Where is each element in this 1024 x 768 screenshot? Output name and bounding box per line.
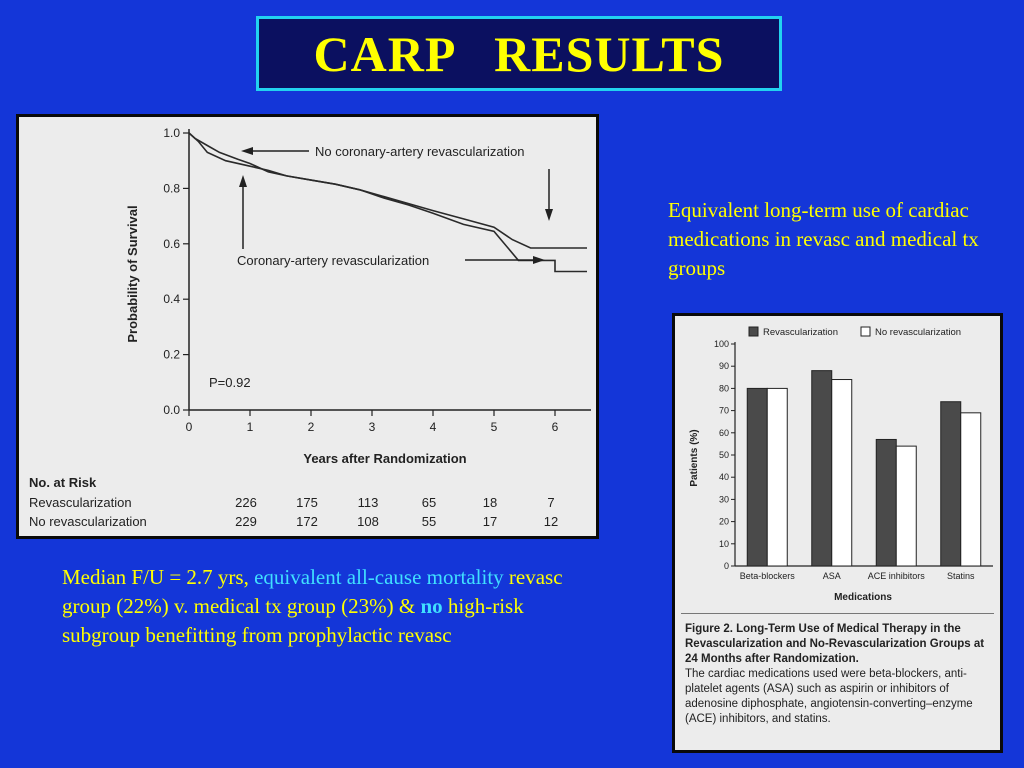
risk-value: 175 [296,495,318,510]
survival-y-tick-label: 0.2 [163,348,180,362]
risk-value: 17 [483,514,497,529]
medication-y-tick-label: 50 [719,450,729,460]
slide-title: CARP RESULTS [313,25,725,82]
summary-highlight: equivalent all-cause mortality [254,565,504,589]
medication-category-label: Statins [947,571,975,581]
survival-x-tick-label: 3 [369,420,376,434]
risk-value: 172 [296,514,318,529]
medication-y-tick-label: 100 [714,339,729,349]
no-revasc-arrowhead [241,147,253,155]
medication-chart-panel: Revascularization No revascularization 0 1… [672,313,1003,753]
no-revasc-label: No coronary-artery revascularization [315,144,525,159]
risk-row-label: Revascularization [29,495,132,510]
survival-x-tick-label: 0 [186,420,193,434]
revasc-label: Coronary-artery revascularization [237,253,429,268]
risk-value: 7 [547,495,554,510]
caption-body: The cardiac medications used were beta-b… [685,668,973,725]
survival-y-tick-label: 0.0 [163,403,180,417]
risk-value: 55 [422,514,436,529]
risk-value: 113 [358,495,379,510]
bar-statins-no-revasc [960,412,982,567]
survival-x-tick-label: 5 [491,420,498,434]
survival-x-tick-label: 2 [308,420,315,434]
medication-xlabel: Medications [834,592,892,603]
survival-y-tick-label: 0.8 [163,181,180,195]
risk-value: 108 [357,514,379,529]
revasc-right-arrowhead [533,256,545,264]
risk-value: 229 [235,514,257,529]
caption-divider [681,613,994,614]
legend-swatch [748,326,759,337]
legend-label: No revascularization [875,327,961,338]
medication-y-tick-label: 40 [719,472,729,482]
medication-y-tick-label: 70 [719,406,729,416]
figure-caption: Figure 2. Long-Term Use of Medical Thera… [685,622,993,727]
survival-x-tick-label: 1 [247,420,254,434]
revasc-up-arrowhead [239,175,247,187]
medication-y-tick-label: 90 [719,361,729,371]
survival-chart: 0.00.20.40.60.81.00 1 2 3 4 5 6 No coronary-ar… [29,126,591,529]
risk-value: 18 [483,495,497,510]
bar-statins-revasc [940,401,962,567]
summary-part1: Median F/U = 2.7 yrs, [62,565,255,589]
medication-y-tick-label: 30 [719,494,729,504]
legend-swatch [860,326,871,337]
medication-ylabel: Patients (%) [689,429,700,486]
risk-value: 226 [235,495,257,510]
medication-y-tick-label: 80 [719,383,729,393]
results-summary: Median F/U = 2.7 yrs, equivalent all-cau… [62,563,582,650]
medication-y-tick-label: 0 [724,561,729,571]
medication-category-label: ACE inhibitors [868,571,926,581]
summary-part5: high-risk subgroup benefitting from prop… [62,594,524,647]
risk-table-header: No. at Risk [29,475,97,490]
medication-y-tick-label: 60 [719,428,729,438]
medication-category-label: Beta-blockers [740,571,796,581]
medication-bar-chart: Revascularization No revascularization 0 1… [689,326,993,603]
summary-no-emphasis: no [420,594,443,618]
right-down-arrowhead [545,209,553,221]
caption-title: Figure 2. Long-Term Use of Medical Thera… [685,623,985,665]
risk-value: 12 [544,514,558,529]
p-value: P=0.92 [209,375,251,390]
survival-chart-panel: 0.0 0.2 0.4 0.6 0.8 1.0 0 1 2 3 4 5 6 No coronary-ar… [16,114,599,539]
risk-value: 65 [422,495,436,510]
bar-ace-inhibitors-revasc [875,438,897,567]
survival-y-tick-label: 0.4 [163,292,180,306]
bar-asa-no-revasc [831,379,853,567]
survival-y-tick-label: 0.6 [163,237,180,251]
legend-label: Revascularization [763,327,838,338]
bar-beta-blockers-no-revasc [766,387,788,567]
bar-asa-revasc [811,370,833,567]
survival-x-tick-label: 4 [430,420,437,434]
medication-y-tick-label: 20 [719,517,729,527]
survival-xlabel: Years after Randomization [303,451,466,466]
medication-category-label: ASA [823,571,841,581]
summary-part3: revasc group (22%) v. medical tx group (… [62,565,563,618]
bar-beta-blockers-revasc [746,387,768,567]
medication-y-tick-label: 10 [719,539,729,549]
survival-x-tick-label: 6 [552,420,559,434]
survival-ylabel: Probability of Survival [125,205,140,342]
side-note: Equivalent long-term use of cardiac medi… [668,198,979,280]
bar-ace-inhibitors-no-revasc [895,445,917,567]
risk-row-label: No revascularization [29,514,147,529]
survival-y-tick-label: 1.0 [163,126,180,140]
title-box: CARP RESULTS [256,16,782,91]
